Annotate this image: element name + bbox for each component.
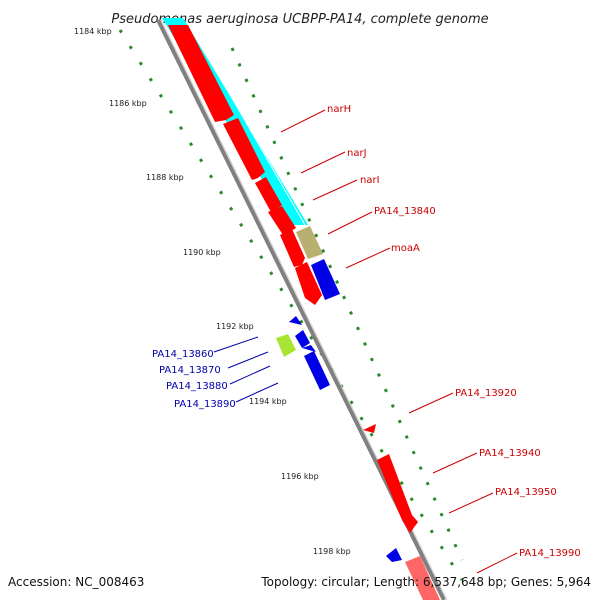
gene-block-narJ [255, 177, 282, 212]
right-label-leaders [280, 109, 518, 574]
gene-block-khaki [296, 226, 323, 259]
gene-block-PA14_13990 [405, 556, 440, 600]
right-gene-labels: narH narJ narI PA14_13840 moaA PA14_1392… [327, 104, 581, 559]
gene-block-PA14_13890 [304, 351, 330, 390]
left-gene-labels: PA14_13860 PA14_13870 PA14_13880 PA14_13… [152, 349, 236, 410]
gene-label-PA14_13880: PA14_13880 [166, 381, 228, 392]
gene-block-PA14_13880-head [302, 345, 316, 352]
cyan-track-divider [192, 29, 306, 226]
gene-block-PA14_13940 [377, 454, 418, 533]
gene-block-narI [268, 206, 296, 235]
gene-label-narJ: narJ [347, 148, 367, 159]
gene-block-PA14_13920 [363, 424, 376, 433]
gene-block-PA14_13860 [289, 316, 302, 325]
gene-label-PA14_13940: PA14_13940 [479, 448, 541, 459]
forward-strand-features [168, 25, 322, 305]
gene-label-narI: narI [360, 175, 380, 186]
tick-1198-kbp: 1198 kbp [313, 547, 351, 556]
tick-labels: 1184 kbp 1186 kbp 1188 kbp 1190 kbp 1192… [74, 27, 351, 556]
gene-block-PA14_13840 [280, 229, 305, 267]
tick-1194-kbp: 1194 kbp [249, 397, 287, 406]
tick-1186-kbp: 1186 kbp [109, 99, 147, 108]
map-title: Pseudomonas aeruginosa UCBPP-PA14, compl… [111, 12, 488, 27]
gene-label-PA14_13920: PA14_13920 [455, 388, 517, 399]
gene-label-PA14_13990: PA14_13990 [519, 548, 581, 559]
gene-label-narH: narH [327, 104, 351, 115]
gene-block-PA14_13950 [386, 548, 402, 562]
reverse-strand-cluster [276, 316, 330, 390]
gene-label-PA14_13950: PA14_13950 [495, 487, 557, 498]
tick-1192-kbp: 1192 kbp [216, 322, 254, 331]
tick-1190-kbp: 1190 kbp [183, 248, 221, 257]
left-label-leaders [213, 336, 279, 403]
gene-block-narH [223, 118, 265, 180]
accession-text: Accession: NC_008463 [8, 575, 144, 589]
gene-label-moaA: moaA [391, 243, 420, 254]
gene-label-PA14_13860: PA14_13860 [152, 349, 214, 360]
gene-label-PA14_13890: PA14_13890 [174, 399, 236, 410]
gene-block-lime [276, 334, 296, 357]
tick-1188-kbp: 1188 kbp [146, 173, 184, 182]
gc-skew-track-outer [230, 47, 464, 561]
gene-block-moaA [311, 259, 340, 300]
tick-1196-kbp: 1196 kbp [281, 472, 319, 481]
tick-1184-kbp: 1184 kbp [74, 27, 112, 36]
gene-label-PA14_13870: PA14_13870 [159, 365, 221, 376]
gc-skew-track-inner [118, 29, 464, 581]
gene-block-narG [168, 25, 234, 122]
genome-summary-text: Topology: circular; Length: 6,537,648 bp… [260, 575, 591, 589]
gene-block-moaA-adjacent [295, 262, 322, 305]
gene-label-PA14_13840: PA14_13840 [374, 206, 436, 217]
gene-block-PA14_13870 [295, 330, 310, 348]
